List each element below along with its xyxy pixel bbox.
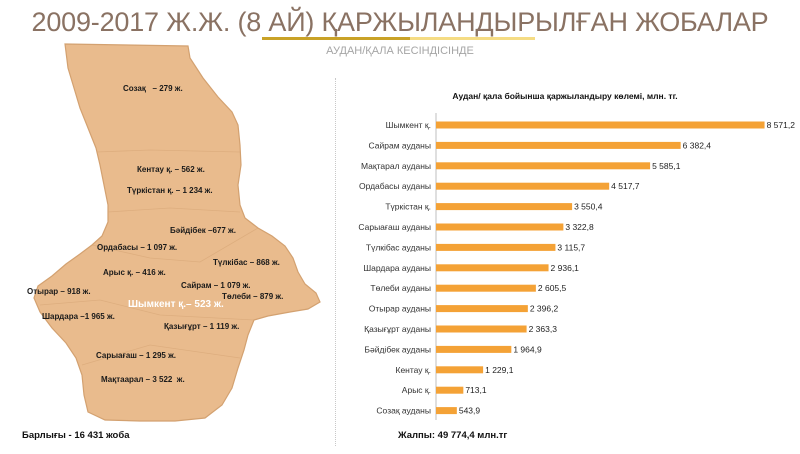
data-label: 2 363,3 [529, 324, 558, 334]
bar [436, 141, 681, 149]
title-underline-dark [262, 37, 410, 40]
map-label-sozak: Созақ – 279 ж. [123, 84, 183, 93]
bar [436, 345, 512, 353]
bar [436, 325, 527, 333]
title-underline-light [410, 37, 535, 40]
chart-title: Аудан/ қала бойынша қаржыландыру көлемі,… [452, 91, 677, 101]
map-label-shardara: Шардара –1 965 ж. [42, 312, 115, 321]
bar [436, 284, 536, 292]
category-label: Мақтарал ауданы [361, 161, 431, 171]
category-label: Түлкібас ауданы [366, 242, 431, 252]
map-label-kentau: Кентау қ. – 562 ж. [137, 165, 205, 174]
data-label: 2 605,5 [538, 283, 567, 293]
category-label: Шардара ауданы [363, 263, 431, 273]
category-label: Қазығұрт ауданы [364, 324, 431, 334]
data-label: 713,1 [465, 385, 487, 395]
district-border [107, 207, 241, 213]
page-subtitle: АУДАН/ҚАЛА КЕСІНДІСІНДЕ [326, 45, 474, 57]
district-borders [39, 149, 259, 366]
data-label: 3 322,8 [565, 222, 594, 232]
map-label-tolebi: Төлеби – 879 ж. [222, 292, 284, 301]
map-label-ordabasy: Ордабасы – 1 097 ж. [97, 243, 178, 252]
map-label-saryagash: Сарыағаш – 1 295 ж. [96, 351, 176, 360]
bar [436, 203, 573, 211]
data-label: 8 571,2 [767, 120, 796, 130]
category-label: Сайрам ауданы [369, 140, 431, 150]
map-label-tulkibas: Түлкібас – 868 ж. [213, 258, 280, 267]
district-border [39, 299, 255, 321]
category-label: Шымкент қ. [386, 120, 431, 130]
bar [436, 366, 484, 374]
chart-rows: Шымкент қ. 8 571,2 Сайрам ауданы 6 382,4 Мақ… [358, 120, 795, 416]
data-label: 2 396,2 [530, 304, 559, 314]
data-label: 1 229,1 [485, 365, 514, 375]
data-label: 3 550,4 [574, 202, 603, 212]
bar [436, 243, 556, 251]
bar [436, 407, 457, 415]
region-map-shape [33, 43, 321, 422]
map-label-turkistan: Түркістан қ. – 1 234 ж. [127, 186, 213, 195]
data-label: 3 115,7 [557, 242, 585, 252]
map-label-shymkent: Шымкент қ.– 523 ж. [128, 299, 224, 310]
category-label: Бәйдібек ауданы [364, 344, 431, 354]
bar [436, 386, 464, 394]
bar [436, 162, 651, 170]
map-label-otyrar: Отырар – 918 ж. [27, 287, 91, 296]
bar [436, 182, 610, 190]
map-label-maktaaral: Мақтаарал – 3 522 ж. [101, 375, 185, 384]
data-label: 5 585,1 [652, 161, 681, 171]
region-map [33, 43, 321, 422]
bar [436, 121, 765, 129]
district-border [96, 149, 241, 153]
bar [436, 264, 549, 272]
map-label-arys: Арыс қ. – 416 ж. [103, 268, 166, 277]
category-label: Төлеби ауданы [370, 283, 431, 293]
data-label: 543,9 [459, 406, 481, 416]
category-label: Арыс қ. [402, 385, 431, 395]
funding-total: Жалпы: 49 774,4 млн.тг [398, 430, 508, 441]
page-title: 2009-2017 Ж.Ж. (8 АЙ) ҚАРЖЫЛАНДЫРЫЛҒАН Ж… [31, 7, 769, 37]
map-label-kazygurt: Қазығұрт – 1 119 ж. [164, 322, 240, 331]
map-label-sairam: Сайрам – 1 079 ж. [181, 281, 251, 290]
category-label: Кентау қ. [396, 365, 432, 375]
category-label: Отырар ауданы [369, 304, 431, 314]
category-label: Түркістан қ. [385, 202, 431, 212]
bar [436, 223, 564, 231]
category-label: Сарыағаш ауданы [358, 222, 431, 232]
category-label: Ордабасы ауданы [359, 181, 431, 191]
district-border [91, 227, 259, 263]
data-label: 2 936,1 [551, 263, 580, 273]
category-label: Созақ ауданы [376, 406, 431, 416]
section-divider [335, 78, 336, 446]
map-label-baidibek: Бәйдібек –677 ж. [170, 226, 236, 235]
district-border [81, 344, 241, 366]
bar [436, 305, 528, 313]
data-label: 4 517,7 [611, 181, 640, 191]
funding-bar-chart: Аудан/ қала бойынша қаржыландыру көлемі,… [358, 91, 795, 420]
data-label: 1 964,9 [513, 344, 542, 354]
data-label: 6 382,4 [683, 140, 712, 150]
projects-total: Барлығы - 16 431 жоба [22, 430, 130, 441]
